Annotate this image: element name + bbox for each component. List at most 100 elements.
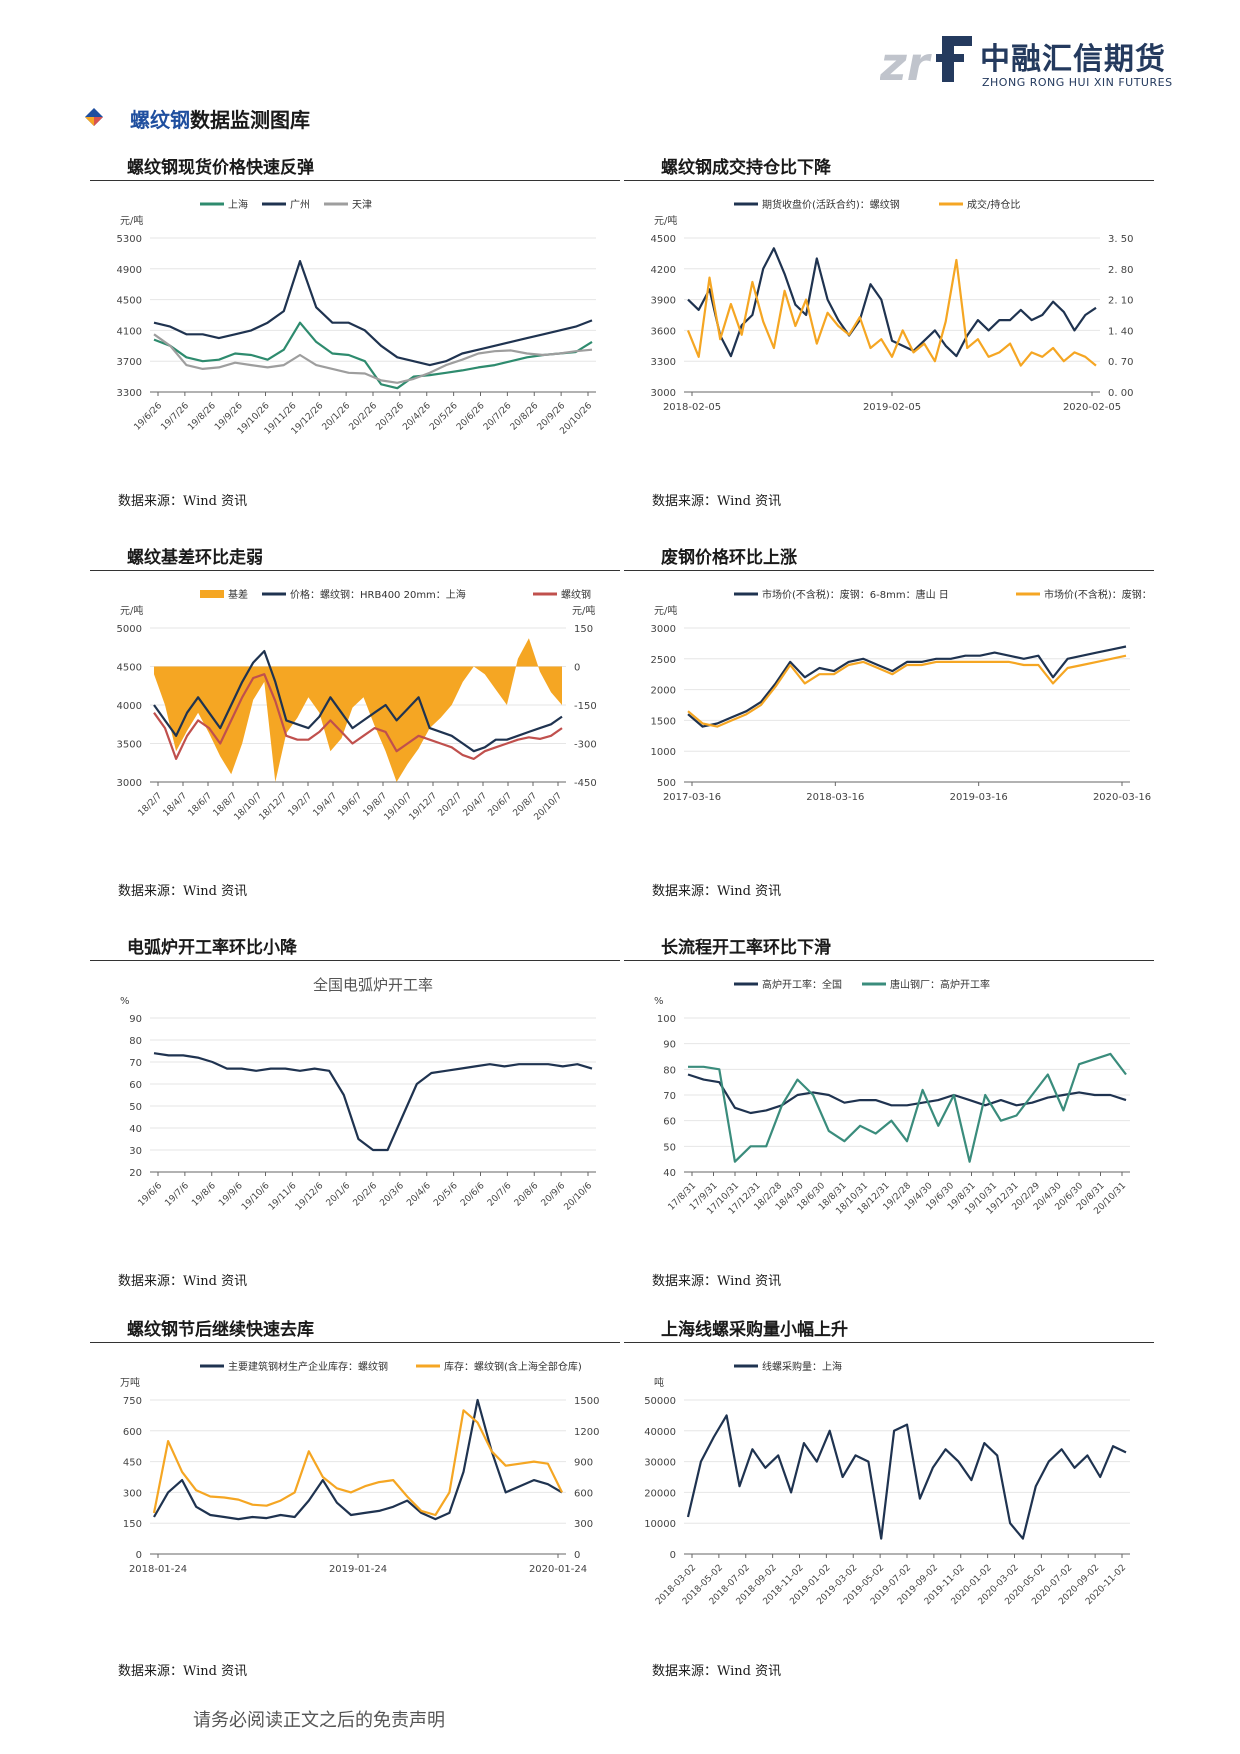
scrap-price-chart: 市场价(不含税)：废钢：6-8mm：唐山 日 市场价(不含税)：废钢：6-8mm：… <box>651 588 1152 803</box>
data-source: 数据来源：Wind 资讯 <box>652 1274 782 1289</box>
x-tick-label: 19/11/6 <box>267 1181 299 1213</box>
panel-title: 废钢价格环比上涨 <box>661 548 797 568</box>
y-tick-label: 60 <box>129 1080 142 1091</box>
legend-entry: 成交/持仓比 <box>967 198 1020 211</box>
y-tick-label: 40 <box>663 1168 676 1179</box>
legend-entry: 螺纹钢 <box>561 588 591 601</box>
y-tick-label: 3000 <box>651 624 676 635</box>
title-rule <box>90 570 620 571</box>
y-tick-label: 3000 <box>117 778 142 789</box>
x-tick-label: 2019-02-05 <box>863 402 921 413</box>
y-tick-label-right: -150 <box>574 701 597 712</box>
y-tick-label: 3300 <box>651 357 676 368</box>
legend-entry: 线螺采购量：上海 <box>762 1360 842 1373</box>
y-tick-label: 3300 <box>117 388 142 399</box>
x-tick-label: 2018-03-16 <box>806 792 864 803</box>
y-tick-label: 70 <box>129 1058 142 1069</box>
data-source: 数据来源：Wind 资讯 <box>652 494 782 509</box>
legend-entry: 市场价(不含税)：废钢：6-8mm：张家港 日 <box>1044 588 1152 601</box>
legend-entry: 广州 <box>290 199 310 211</box>
legend-entry: 高炉开工率：全国 <box>762 978 842 991</box>
y-tick-label: 80 <box>129 1036 142 1047</box>
series-line <box>152 1409 563 1517</box>
y-tick-label-right: 0. 00 <box>1108 388 1133 399</box>
y-tick-label: 5300 <box>117 234 142 245</box>
y-tick-label-right: 1. 40 <box>1108 326 1133 337</box>
y-tick-label: 50 <box>129 1102 142 1113</box>
y-axis-unit: 元/吨 <box>120 604 143 617</box>
y-tick-label: 600 <box>123 1427 142 1438</box>
series-line <box>153 673 563 760</box>
legend-entry: 库存：螺纹钢(含上海全部仓库) <box>444 1360 582 1373</box>
data-source: 数据来源：Wind 资讯 <box>118 494 248 509</box>
x-tick-label: 2019-03-16 <box>950 792 1008 803</box>
y-tick-label-right: 300 <box>574 1519 593 1530</box>
title-rule <box>90 1342 620 1343</box>
panel-title: 上海线螺采购量小幅上升 <box>661 1320 848 1340</box>
blast-furnace-chart: 高炉开工率：全国 唐山钢厂：高炉开工率%10090807060504017/8/3… <box>654 978 1130 1217</box>
x-tick-label: 18/4/7 <box>162 791 190 819</box>
title-rule <box>90 960 620 961</box>
y-tick-label-right: 600 <box>574 1488 593 1499</box>
title-rule <box>624 960 1154 961</box>
x-tick-label: 20/4/7 <box>462 791 490 819</box>
diamond-bullet-icon <box>85 108 103 126</box>
panel-title: 螺纹基差环比走弱 <box>127 548 263 568</box>
x-tick-label: 20/2/7 <box>437 791 465 819</box>
zrf-logo-mark: zr <box>879 36 972 91</box>
y-tick-label: 3600 <box>651 326 676 337</box>
y-tick-label: 750 <box>123 1396 142 1407</box>
series-line <box>153 1398 563 1521</box>
y-tick-label: 100 <box>657 1014 676 1025</box>
series-line <box>687 1073 1127 1115</box>
y-tick-label: 4100 <box>117 326 142 337</box>
y-tick-label: 450 <box>123 1458 142 1469</box>
legend-entry: 基差 <box>228 588 248 601</box>
y-tick-label: 30000 <box>644 1458 676 1469</box>
x-tick-label: 20/1/26 <box>321 401 353 433</box>
y-tick-label: 4500 <box>117 296 142 307</box>
x-tick-label: 2018-02-05 <box>663 402 721 413</box>
y-tick-label: 1000 <box>651 747 676 758</box>
y-tick-label: 3500 <box>117 740 142 751</box>
y-tick-label-right: -450 <box>574 778 597 789</box>
x-tick-label: 19/8/6 <box>190 1181 218 1209</box>
x-tick-label: 19/6/7 <box>337 791 365 819</box>
y-tick-label: 60 <box>663 1117 676 1128</box>
panel-title: 电弧炉开工率环比小降 <box>127 938 297 958</box>
y-tick-label: 90 <box>663 1040 676 1051</box>
x-tick-label: 2019-01-24 <box>329 1564 387 1575</box>
purchase-volume-chart: 线螺采购量：上海吨500004000030000200001000002018-… <box>644 1360 1130 1607</box>
x-tick-label: 19/6/26 <box>133 401 165 433</box>
y-tick-label-right: 3. 50 <box>1108 234 1133 245</box>
legend-entry: 唐山钢厂：高炉开工率 <box>890 978 990 991</box>
x-tick-label: 20/3/6 <box>378 1181 406 1209</box>
y-axis-unit: 元/吨 <box>654 214 677 227</box>
y-tick-label: 5000 <box>117 624 142 635</box>
x-tick-label: 20/6/6 <box>459 1181 487 1209</box>
x-tick-label: 19/6/6 <box>137 1181 165 1209</box>
data-source: 数据来源：Wind 资讯 <box>652 884 782 899</box>
title-rule <box>624 570 1154 571</box>
series-line <box>686 1414 1127 1540</box>
series-line <box>153 333 593 384</box>
x-tick-label: 20/4/26 <box>401 401 433 433</box>
y-tick-label: 4500 <box>117 663 142 674</box>
chart-title: 全国电弧炉开工率 <box>313 976 433 994</box>
y-tick-label-right: 1500 <box>574 1396 599 1407</box>
x-tick-label: 18/12/7 <box>258 791 290 823</box>
inventory-chart: 主要建筑钢材生产企业库存：螺纹钢 库存：螺纹钢(含上海全部仓库) 万吨 750 600 4… <box>120 1360 599 1575</box>
y-tick-label: 30 <box>129 1146 142 1157</box>
y-tick-label: 3900 <box>651 296 676 307</box>
panel-title: 螺纹钢现货价格快速反弹 <box>127 158 314 178</box>
legend-entry: 上海 <box>228 198 248 211</box>
y-tick-label: 40000 <box>644 1427 676 1438</box>
panel-title: 螺纹钢节后继续快速去库 <box>127 1320 314 1340</box>
y-tick-label: 3700 <box>117 357 142 368</box>
footer-disclaimer: 请务必阅读正文之后的免责声明 <box>193 1710 445 1731</box>
series-line <box>686 258 1097 367</box>
y-tick-label-right: 0 <box>574 1550 580 1561</box>
